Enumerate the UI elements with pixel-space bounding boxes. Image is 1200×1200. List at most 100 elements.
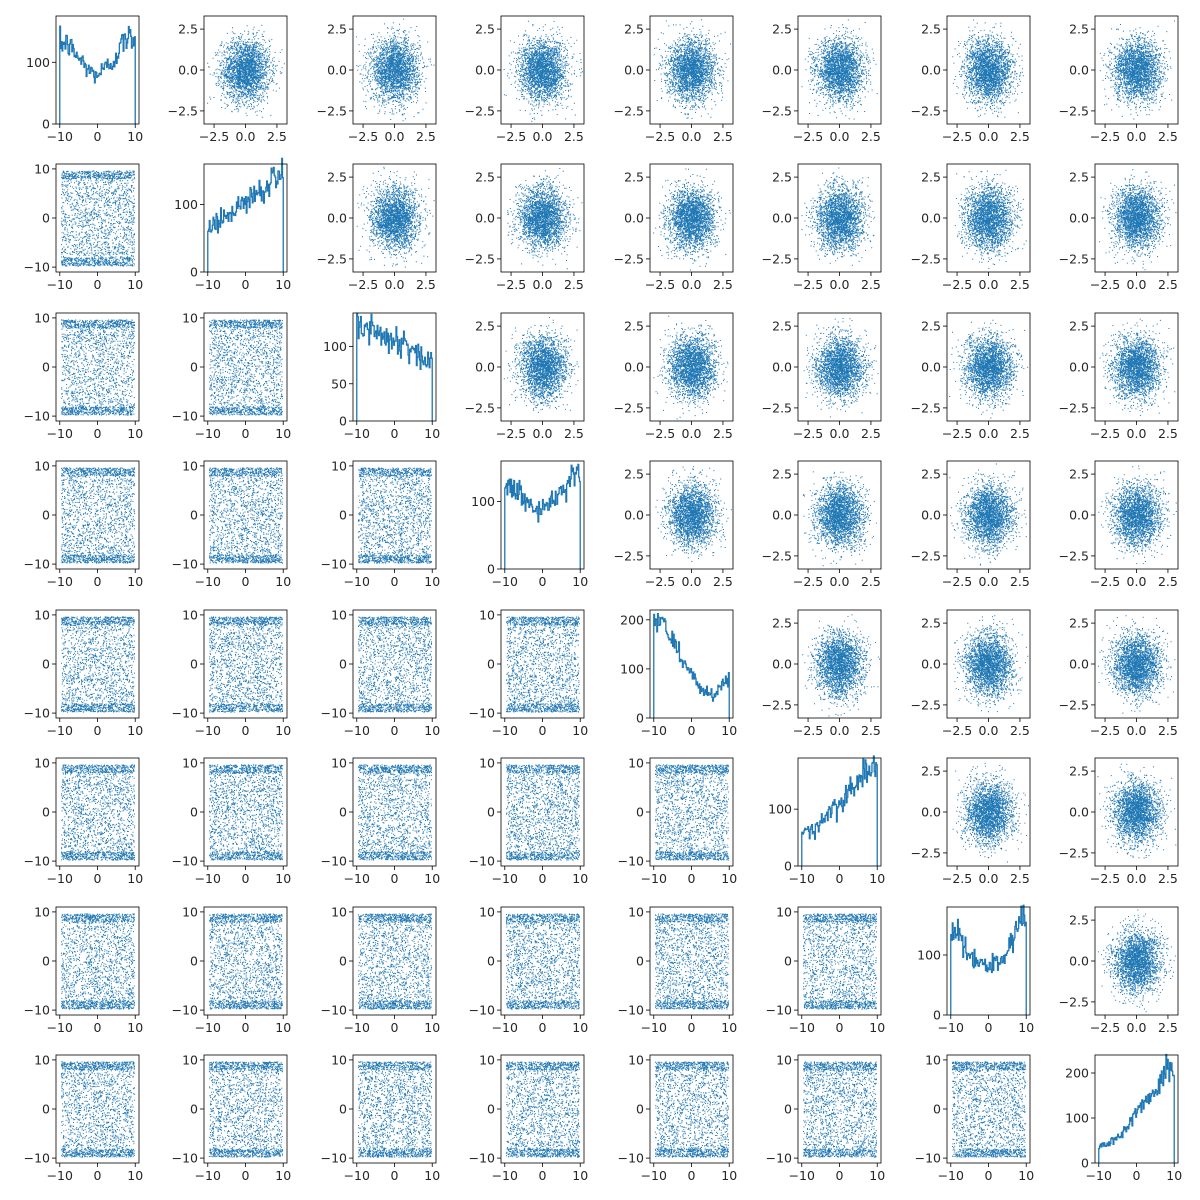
y-tick-label: −2.5 — [465, 103, 495, 118]
x-tick-label: −10 — [47, 1168, 73, 1183]
x-tick-label: 2.5 — [416, 277, 436, 292]
panel-r3-c5: −2.5 0.0 2.5 −2.5 0.0 2.5 — [762, 460, 882, 589]
y-tick-label: 2.5 — [1069, 616, 1089, 631]
y-tick-label: 0 — [190, 954, 198, 969]
y-tick-label: 2.5 — [921, 467, 941, 482]
y-tick-label: 0 — [42, 211, 50, 226]
x-tick-label: 10 — [721, 871, 737, 886]
y-tick-label: 0 — [339, 414, 347, 429]
scatter-points — [208, 764, 284, 861]
y-tick-label: 2.5 — [1069, 764, 1089, 779]
x-tick-label: −2.5 — [1090, 426, 1120, 441]
x-tick-label: 10 — [127, 426, 143, 441]
y-tick-label: 0.0 — [1069, 954, 1089, 969]
x-tick-label: 0 — [94, 129, 102, 144]
y-tick-label: 2.5 — [624, 22, 644, 37]
x-tick-label: 0 — [539, 574, 547, 589]
scatter-points — [208, 1061, 284, 1158]
x-tick-label: −2.5 — [1090, 1020, 1120, 1035]
y-tick-label: 2.5 — [772, 467, 792, 482]
panel-r1-c0: −10 0 10 −10 0 10 — [24, 161, 144, 292]
scatter-points — [505, 913, 581, 1010]
panel-frame — [352, 906, 437, 1016]
panel-frame — [946, 163, 1031, 273]
scatter-points — [61, 1061, 136, 1158]
x-tick-label: 0 — [985, 1020, 993, 1035]
panel-frame — [797, 460, 882, 570]
x-tick-label: 0 — [94, 1168, 102, 1183]
y-tick-label: 2.5 — [1069, 913, 1089, 928]
x-tick-label: 10 — [127, 574, 143, 589]
y-tick-label: 0.0 — [624, 508, 644, 523]
scatter-points — [1099, 318, 1176, 416]
x-tick-label: 10 — [127, 129, 143, 144]
scatter-points — [355, 18, 435, 122]
y-tick-label: 0 — [190, 360, 198, 375]
x-tick-label: 0 — [1133, 1168, 1141, 1183]
scatter-points — [653, 168, 731, 271]
x-tick-label: −2.5 — [942, 129, 972, 144]
y-tick-label: 2.5 — [624, 319, 644, 334]
y-tick-label: 0 — [636, 1102, 644, 1117]
x-tick-label: 0.0 — [830, 277, 850, 292]
x-tick-label: −2.5 — [496, 129, 526, 144]
scatter-points — [357, 467, 432, 564]
panel-r5-c3: −10 0 10 −10 0 10 — [469, 755, 589, 886]
x-tick-label: −10 — [938, 1020, 964, 1035]
x-tick-label: 0.0 — [682, 277, 702, 292]
panel-r0-c7: −2.5 0.0 2.5 −2.5 0.0 2.5 — [1059, 15, 1179, 144]
x-tick-label: 0 — [985, 1168, 993, 1183]
y-tick-label: 2.5 — [178, 22, 198, 37]
y-tick-label: −2.5 — [911, 400, 941, 415]
x-tick-label: 2.5 — [1158, 277, 1178, 292]
y-tick-label: −2.5 — [911, 697, 941, 712]
panel-r5-c2: −10 0 10 −10 0 10 — [321, 755, 441, 886]
y-tick-label: 0 — [339, 657, 347, 672]
panel-r7-c1: −10 0 10 −10 0 10 — [172, 1052, 292, 1183]
x-tick-label: 10 — [275, 574, 291, 589]
panel-r3-c2: −10 0 10 −10 0 10 — [321, 458, 441, 589]
x-tick-label: 10 — [424, 871, 440, 886]
panel-r2-c4: −2.5 0.0 2.5 −2.5 0.0 2.5 — [614, 312, 734, 441]
x-tick-label: 0.0 — [979, 426, 999, 441]
y-tick-label: 100 — [471, 494, 495, 509]
panel-r4-c2: −10 0 10 −10 0 10 — [321, 607, 441, 738]
x-tick-label: 10 — [275, 277, 291, 292]
y-tick-label: −10 — [469, 854, 495, 869]
panel-frame — [1094, 757, 1179, 867]
x-tick-label: 0.0 — [1127, 574, 1147, 589]
x-tick-label: 0 — [391, 723, 399, 738]
y-tick-label: 0.0 — [327, 211, 347, 226]
y-tick-label: 10 — [776, 1052, 792, 1067]
x-tick-label: −2.5 — [1090, 574, 1120, 589]
panel-frame — [203, 757, 288, 867]
x-tick-label: 2.5 — [861, 574, 881, 589]
y-tick-label: 0.0 — [475, 211, 495, 226]
y-tick-label: 0 — [933, 1008, 941, 1023]
x-tick-label: 0 — [391, 871, 399, 886]
y-tick-label: 2.5 — [921, 170, 941, 185]
x-tick-label: −10 — [641, 871, 667, 886]
panel-r5-c1: −10 0 10 −10 0 10 — [172, 755, 292, 886]
panel-frame — [203, 163, 288, 273]
scatter-points — [801, 167, 876, 266]
panel-frame — [1094, 15, 1179, 125]
y-tick-label: 0 — [190, 508, 198, 523]
x-tick-label: 0 — [539, 1020, 547, 1035]
y-tick-label: −10 — [24, 854, 50, 869]
panel-frame — [649, 609, 734, 719]
x-tick-label: 10 — [572, 723, 588, 738]
x-tick-label: −10 — [492, 871, 518, 886]
panel-frame — [649, 163, 734, 273]
scatter-points — [60, 616, 135, 713]
x-tick-label: 10 — [721, 1020, 737, 1035]
x-tick-label: −10 — [344, 1020, 370, 1035]
panel-frame — [797, 609, 882, 719]
x-tick-label: −10 — [641, 1020, 667, 1035]
x-tick-label: −2.5 — [348, 277, 378, 292]
y-tick-label: 10 — [182, 904, 198, 919]
